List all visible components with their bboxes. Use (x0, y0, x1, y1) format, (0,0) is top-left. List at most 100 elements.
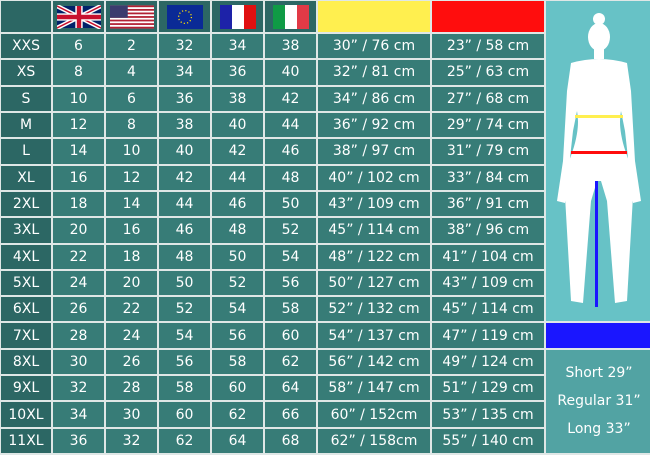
eu-cell: 36 (159, 86, 210, 111)
us-cell: 28 (106, 376, 157, 401)
size-label: 4XL (1, 244, 51, 269)
uk-cell: 8 (53, 60, 104, 85)
size-label: 7XL (1, 323, 51, 348)
eu-cell: 34 (159, 60, 210, 85)
us-cell: 22 (106, 297, 157, 322)
hip-cell: 53” / 135 cm (432, 402, 544, 427)
hip-cell: 36” / 91 cm (432, 191, 544, 217)
fr-cell: 58 (212, 349, 263, 375)
eu-cell: 42 (159, 165, 210, 190)
it-cell: 38 (265, 34, 316, 59)
eu-cell: 50 (159, 270, 210, 296)
fr-cell: 62 (212, 402, 263, 427)
hip-cell: 47” / 119 cm (432, 323, 544, 348)
uk-cell: 14 (53, 139, 104, 164)
waist-cell: 54” / 137 cm (318, 323, 430, 348)
size-label: 2XL (1, 191, 51, 217)
fr-cell: 42 (212, 139, 263, 164)
size-label: L (1, 139, 51, 164)
it-cell: 46 (265, 139, 316, 164)
fr-cell: 52 (212, 270, 263, 296)
us-cell: 16 (106, 218, 157, 243)
fr-cell: 38 (212, 86, 263, 111)
eu-cell: 62 (159, 428, 210, 453)
uk-cell: 36 (53, 428, 104, 453)
waist-cell: 48” / 122 cm (318, 244, 430, 269)
inseam-length-option: Short 29” (565, 365, 633, 382)
it-cell: 54 (265, 244, 316, 269)
size-label: 8XL (1, 349, 51, 375)
hip-cell: 38” / 96 cm (432, 218, 544, 243)
fr-cell: 36 (212, 60, 263, 85)
uk-flag-header (53, 1, 104, 32)
uk-flag-icon (56, 4, 101, 29)
it-cell: 60 (265, 323, 316, 348)
hip-cell: 51” / 129 cm (432, 376, 544, 401)
us-flag-header (106, 1, 157, 32)
it-cell: 40 (265, 60, 316, 85)
it-cell: 48 (265, 165, 316, 190)
uk-cell: 24 (53, 270, 104, 296)
it-cell: 62 (265, 349, 316, 375)
body-silhouette-icon (557, 13, 641, 308)
fr-cell: 48 (212, 218, 263, 243)
eu-cell: 48 (159, 244, 210, 269)
fr-cell: 44 (212, 165, 263, 190)
waist-color-header (318, 1, 430, 32)
eu-cell: 44 (159, 191, 210, 217)
eu-cell: 40 (159, 139, 210, 164)
fr-cell: 64 (212, 428, 263, 453)
hip-cell: 45” / 114 cm (432, 297, 544, 322)
it-cell: 44 (265, 112, 316, 138)
waist-cell: 30” / 76 cm (318, 34, 430, 59)
inseam-line (595, 181, 598, 308)
us-cell: 6 (106, 86, 157, 111)
eu-cell: 32 (159, 34, 210, 59)
it-cell: 52 (265, 218, 316, 243)
us-cell: 8 (106, 112, 157, 138)
it-cell: 56 (265, 270, 316, 296)
hip-line (571, 151, 627, 155)
hip-cell: 41” / 104 cm (432, 244, 544, 269)
hip-color-header (432, 1, 544, 32)
size-label: 9XL (1, 376, 51, 401)
fr-cell: 34 (212, 34, 263, 59)
uk-cell: 22 (53, 244, 104, 269)
inseam-length-option: Regular 31” (557, 393, 641, 410)
eu-cell: 56 (159, 349, 210, 375)
size-label: 6XL (1, 297, 51, 322)
uk-cell: 16 (53, 165, 104, 190)
inseam-color-swatch (546, 323, 650, 348)
size-label: M (1, 112, 51, 138)
uk-cell: 18 (53, 191, 104, 217)
eu-cell: 58 (159, 376, 210, 401)
waist-cell: 50” / 127 cm (318, 270, 430, 296)
fr-cell: 60 (212, 376, 263, 401)
waist-cell: 52” / 132 cm (318, 297, 430, 322)
hip-cell: 23” / 58 cm (432, 34, 544, 59)
us-cell: 18 (106, 244, 157, 269)
eu-cell: 52 (159, 297, 210, 322)
waist-cell: 43” / 109 cm (318, 191, 430, 217)
it-cell: 50 (265, 191, 316, 217)
fr-cell: 56 (212, 323, 263, 348)
eu-cell: 46 (159, 218, 210, 243)
eu-flag-icon (166, 4, 203, 29)
eu-cell: 54 (159, 323, 210, 348)
italy-flag-icon (272, 4, 309, 29)
us-cell: 2 (106, 34, 157, 59)
inseam-length-option: Long 33” (567, 421, 631, 438)
it-cell: 64 (265, 376, 316, 401)
uk-cell: 26 (53, 297, 104, 322)
waist-cell: 58” / 147 cm (318, 376, 430, 401)
it-cell: 58 (265, 297, 316, 322)
uk-cell: 6 (53, 34, 104, 59)
france-flag-icon (219, 4, 256, 29)
hip-cell: 27” / 68 cm (432, 86, 544, 111)
it-cell: 68 (265, 428, 316, 453)
waist-cell: 36” / 92 cm (318, 112, 430, 138)
waist-cell: 32” / 81 cm (318, 60, 430, 85)
uk-cell: 20 (53, 218, 104, 243)
waist-cell: 45” / 114 cm (318, 218, 430, 243)
us-cell: 32 (106, 428, 157, 453)
